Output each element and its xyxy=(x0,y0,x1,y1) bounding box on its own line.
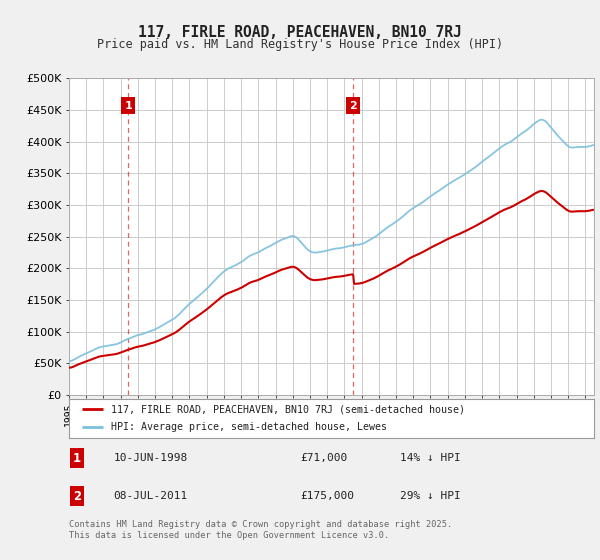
Text: 1: 1 xyxy=(73,451,81,465)
Text: 117, FIRLE ROAD, PEACEHAVEN, BN10 7RJ: 117, FIRLE ROAD, PEACEHAVEN, BN10 7RJ xyxy=(138,25,462,40)
Text: 08-JUL-2011: 08-JUL-2011 xyxy=(113,491,188,501)
Text: £175,000: £175,000 xyxy=(300,491,354,501)
Text: 14% ↓ HPI: 14% ↓ HPI xyxy=(400,453,461,463)
Text: Price paid vs. HM Land Registry's House Price Index (HPI): Price paid vs. HM Land Registry's House … xyxy=(97,38,503,52)
Text: Contains HM Land Registry data © Crown copyright and database right 2025.
This d: Contains HM Land Registry data © Crown c… xyxy=(69,520,452,540)
Text: 29% ↓ HPI: 29% ↓ HPI xyxy=(400,491,461,501)
Text: 10-JUN-1998: 10-JUN-1998 xyxy=(113,453,188,463)
Text: £71,000: £71,000 xyxy=(300,453,347,463)
Text: 2: 2 xyxy=(73,489,81,503)
Text: HPI: Average price, semi-detached house, Lewes: HPI: Average price, semi-detached house,… xyxy=(111,422,387,432)
Text: 2: 2 xyxy=(349,101,357,111)
Text: 1: 1 xyxy=(124,101,132,111)
Text: 117, FIRLE ROAD, PEACEHAVEN, BN10 7RJ (semi-detached house): 117, FIRLE ROAD, PEACEHAVEN, BN10 7RJ (s… xyxy=(111,404,465,414)
